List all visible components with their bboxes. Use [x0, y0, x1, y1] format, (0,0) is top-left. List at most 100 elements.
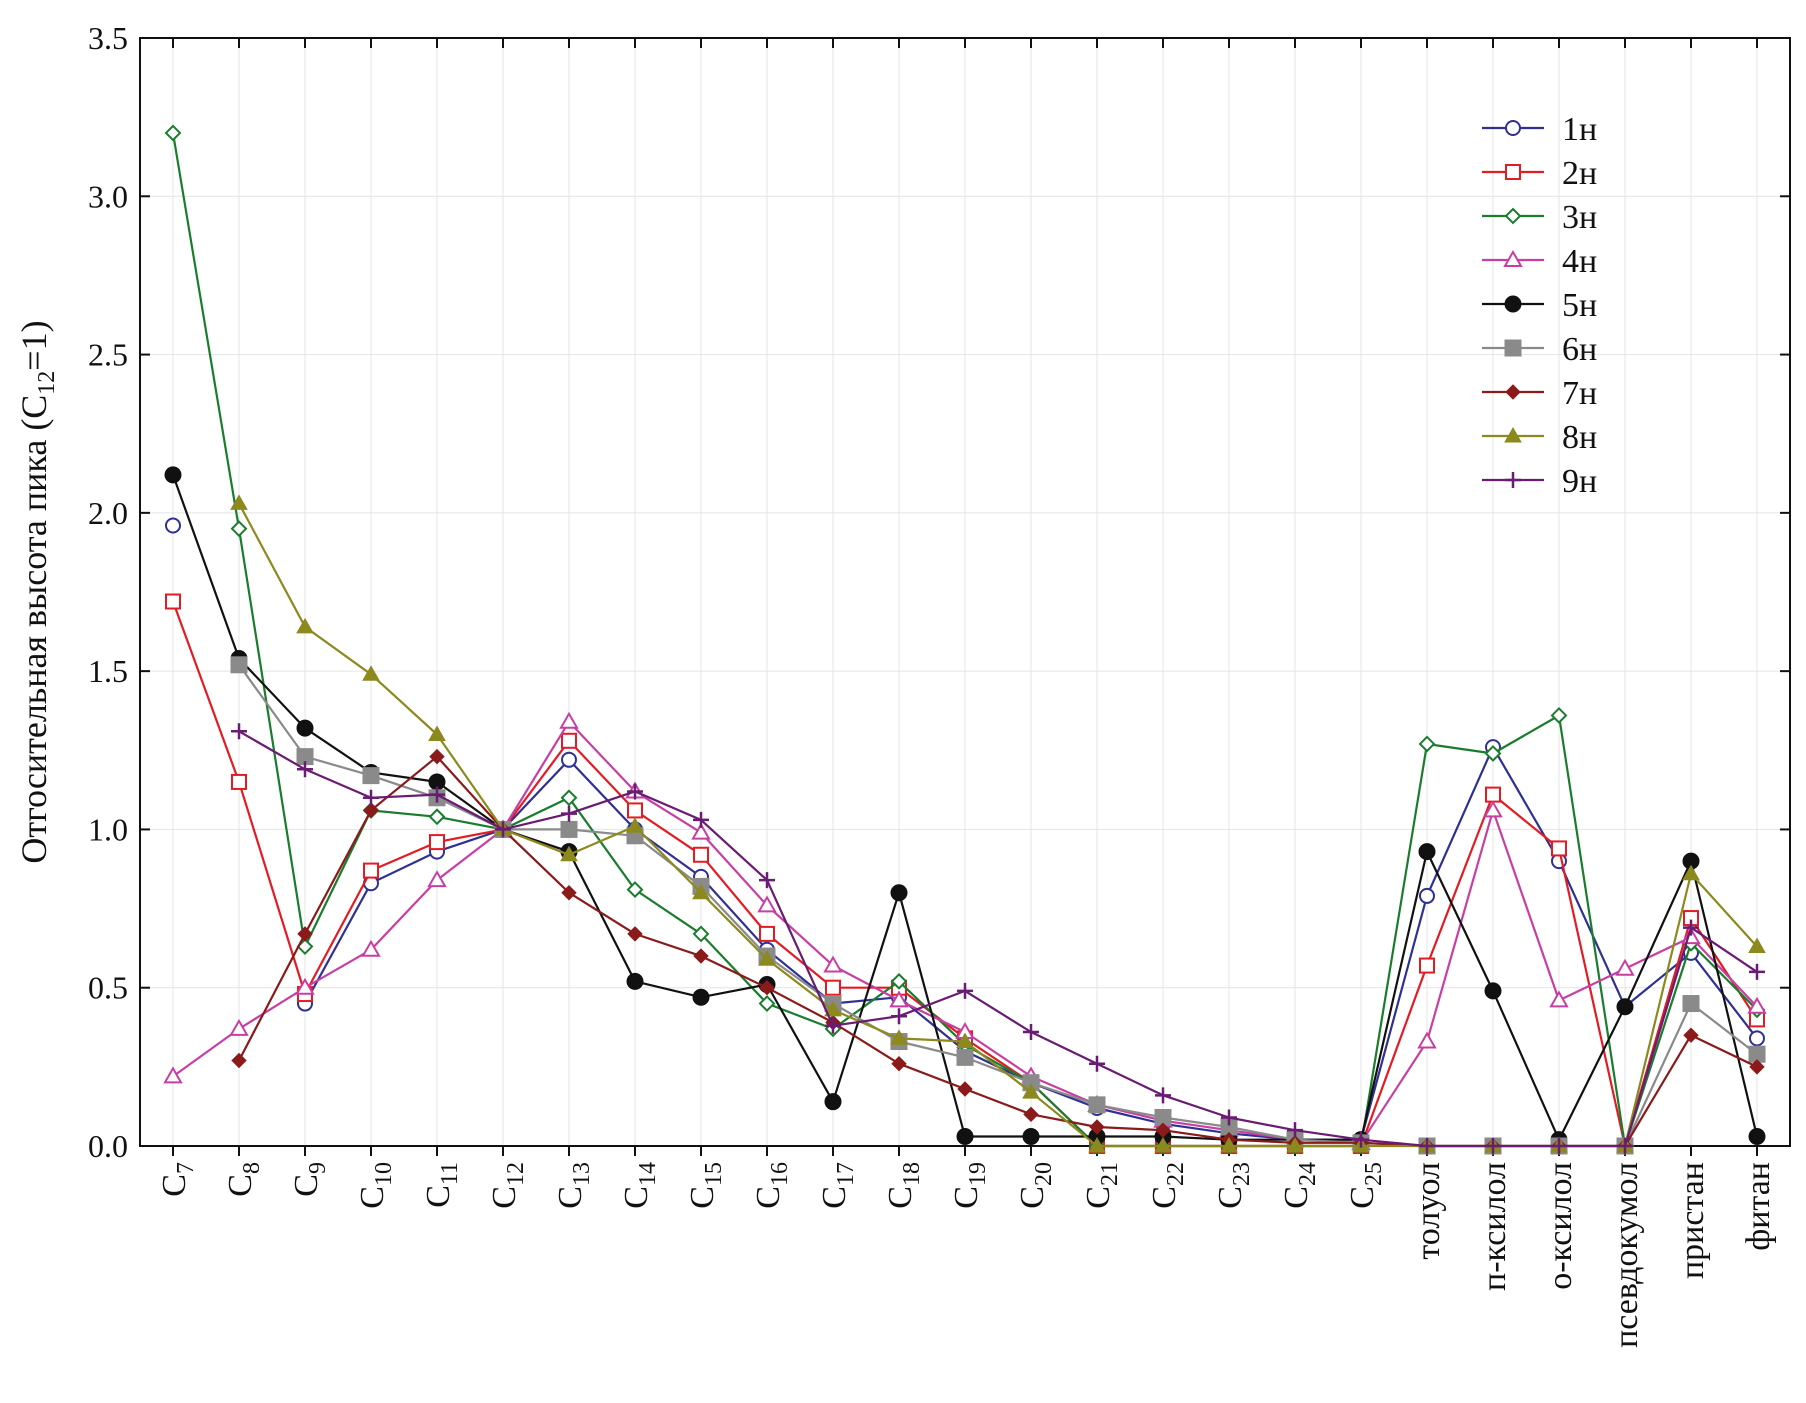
data-point [758, 950, 776, 966]
data-point [824, 1000, 842, 1017]
data-point [627, 802, 643, 819]
series-9 [231, 723, 1765, 1154]
legend-marker [1503, 249, 1523, 267]
data-point [1287, 1122, 1303, 1139]
data-point [627, 783, 643, 800]
data-point [561, 805, 577, 822]
data-point [231, 773, 247, 790]
data-point [1353, 1131, 1369, 1148]
data-point [1683, 919, 1699, 936]
y-tick-label: 3.5 [88, 20, 128, 56]
legend-item: 6н [1482, 331, 1597, 368]
legend-marker [1505, 384, 1521, 400]
y-tick-label: 3.0 [88, 178, 128, 214]
data-point [1748, 1128, 1766, 1146]
data-point [560, 820, 578, 838]
series-layer [163, 124, 1767, 1155]
data-point [297, 761, 313, 778]
x-tick-label: C24 [1278, 1162, 1321, 1209]
legend-label: 9н [1562, 463, 1597, 500]
gridlines [140, 37, 1790, 1147]
x-tick-label: C17 [816, 1162, 859, 1209]
data-point [1023, 1024, 1039, 1041]
data-point [560, 845, 578, 862]
data-point [1418, 843, 1436, 861]
data-point [361, 939, 381, 957]
data-point [1419, 1138, 1435, 1154]
legend-label: 8н [1562, 419, 1597, 456]
data-point [165, 517, 181, 534]
x-tick-label: псевдокумол [1608, 1162, 1645, 1348]
x-tick-label: C22 [1146, 1162, 1189, 1209]
data-point [363, 802, 379, 819]
legend-marker [1505, 164, 1521, 180]
data-point [1484, 745, 1502, 762]
y-tick-label: 2.5 [88, 337, 128, 373]
data-point [1023, 1106, 1039, 1123]
x-tick-label: C18 [882, 1162, 925, 1209]
data-point [626, 817, 644, 833]
x-tick-label: C19 [948, 1162, 991, 1209]
legend-marker [1504, 339, 1522, 357]
x-tick-label: фитан [1740, 1162, 1777, 1251]
data-point [428, 725, 446, 741]
legend-label: 1н [1562, 111, 1597, 148]
data-point [297, 926, 313, 942]
data-point [363, 862, 379, 879]
y-axis-label: Отгосительная высота пика (C12=1) [14, 320, 60, 863]
data-point [230, 494, 248, 510]
y-tick-label: 1.5 [88, 653, 128, 689]
data-point [825, 979, 841, 996]
data-point [1550, 707, 1568, 724]
legend-item: 1н [1482, 111, 1597, 148]
legend-label: 3н [1562, 199, 1597, 236]
data-point [757, 895, 777, 913]
data-point [1221, 1109, 1237, 1126]
data-point [692, 883, 710, 900]
legend-label: 7н [1562, 375, 1597, 412]
data-point [230, 520, 248, 538]
data-point [889, 990, 909, 1008]
data-point [1022, 1083, 1040, 1099]
data-point [1484, 982, 1502, 1000]
data-point [957, 982, 973, 999]
data-point [561, 885, 577, 901]
data-point [626, 881, 644, 898]
data-point [1748, 937, 1766, 954]
legend-marker [1504, 426, 1522, 443]
legend-item: 3н [1482, 199, 1597, 236]
x-tick-label: C14 [618, 1162, 661, 1209]
legend-label: 6н [1562, 331, 1597, 368]
y-tick-label: 0.5 [88, 970, 128, 1006]
axes: 0.0 0.5 1.0 1.5 2.0 2.5 3.0 3.5 C7 C8 C9 C10 C11 C12 C… [14, 20, 1791, 1348]
data-point [1551, 840, 1567, 857]
series-6 [230, 656, 1766, 1155]
data-point [231, 723, 247, 740]
data-point [1549, 990, 1569, 1008]
data-point [957, 1081, 973, 1097]
data-point [1417, 1031, 1437, 1049]
y-tick-label: 0.0 [88, 1128, 128, 1164]
data-point [1485, 1138, 1501, 1154]
x-tick-label: C23 [1212, 1162, 1255, 1209]
data-point [825, 1017, 841, 1034]
legend-item: 9н [1482, 463, 1597, 500]
data-point [956, 1048, 974, 1066]
data-point [1154, 1136, 1172, 1153]
data-point [1418, 735, 1436, 753]
legend-marker [1504, 295, 1522, 313]
data-point [231, 1052, 247, 1069]
data-point [560, 789, 578, 807]
data-point [295, 977, 315, 995]
data-point [890, 884, 908, 902]
data-point [824, 1093, 842, 1111]
data-point [1022, 1128, 1040, 1146]
series-line [238, 730, 1758, 1148]
legend-item: 8н [1482, 419, 1597, 456]
data-point [165, 593, 181, 610]
data-point [1155, 1087, 1171, 1104]
data-point [823, 955, 843, 973]
legend-item: 7н [1482, 375, 1597, 412]
